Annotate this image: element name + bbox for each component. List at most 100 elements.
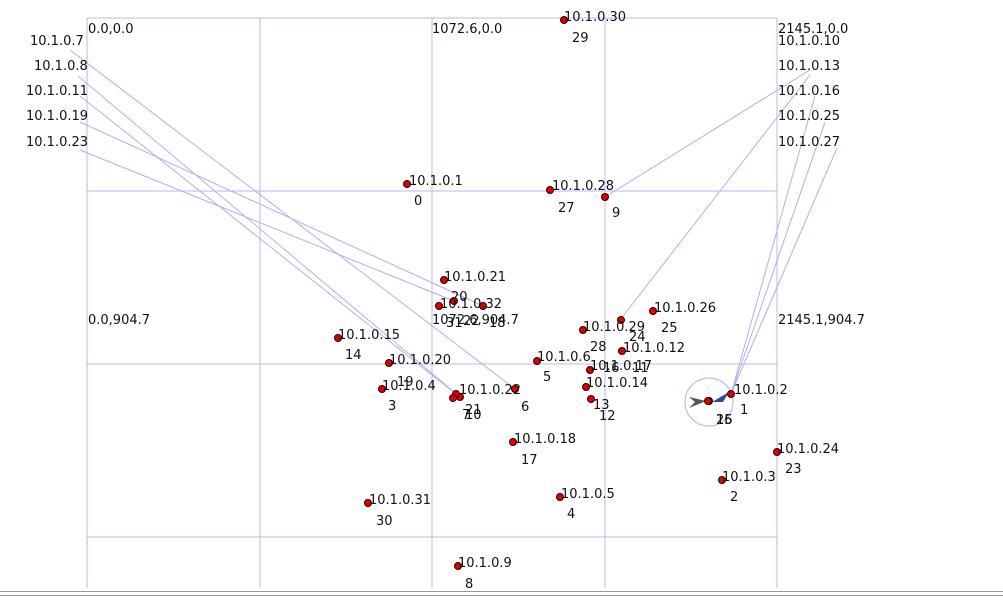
coordinate-label-top-center: 1072.6,0.0	[432, 22, 502, 37]
coordinate-label-top-left: 0.0,0.0	[88, 22, 133, 37]
node-dot[interactable]	[511, 385, 519, 393]
node-31[interactable]: 10.1.0.32 31	[435, 297, 503, 331]
node-dot[interactable]	[403, 180, 411, 188]
node-dot[interactable]	[449, 394, 457, 402]
node-23[interactable]: 10.1.0.24 23	[773, 442, 840, 477]
node-id-label: 25	[661, 321, 678, 336]
node-4[interactable]: 10.1.0.5 4	[556, 487, 615, 522]
node-10[interactable]: 10.1.0.11 10	[26, 84, 482, 423]
node-dot[interactable]	[601, 193, 609, 201]
node-13[interactable]: 10.1.0.14 13	[582, 376, 649, 413]
node-25[interactable]: 10.1.0.26 25	[649, 301, 717, 336]
node-3[interactable]: 10.1.0.4 3	[378, 379, 436, 414]
node-dot[interactable]	[649, 307, 657, 315]
node-ip-label: 10.1.0.29	[583, 320, 645, 335]
node-27[interactable]: 10.1.0.28 27	[546, 179, 615, 216]
node-ip-label: 10.1.0.16	[778, 84, 840, 99]
bottom-border	[0, 591, 1003, 592]
node-11[interactable]: 10.1.0.12 11	[618, 341, 686, 376]
node-id-label: 2	[730, 490, 738, 505]
node-dot[interactable]	[560, 16, 568, 24]
link-line-9-28	[604, 69, 811, 198]
node-dot[interactable]	[617, 316, 625, 324]
coordinate-label-mid-right: 2145.1,904.7	[778, 313, 865, 328]
node-12[interactable]: 10.1.0.13 12	[587, 59, 841, 424]
packet-arrow-accent-icon	[712, 392, 729, 402]
node-ip-label: 10.1.0.2	[734, 383, 788, 398]
node-9[interactable]: 10.1.0.10 9	[601, 34, 841, 221]
node-dot[interactable]	[509, 438, 517, 446]
node-26[interactable]: 10.1.0.27 26	[704, 135, 841, 428]
node-dot[interactable]	[334, 334, 342, 342]
node-dot[interactable]	[556, 493, 564, 501]
node-dot[interactable]	[450, 297, 458, 305]
node-id-label: 9	[612, 206, 620, 221]
node-6[interactable]: 10.1.0.7 6	[30, 34, 529, 415]
node-2[interactable]: 10.1.0.3 2	[718, 470, 776, 505]
node-dot[interactable]	[533, 357, 541, 365]
node-14[interactable]: 10.1.0.15 14	[334, 328, 401, 363]
node-ip-label: 10.1.0.17	[590, 359, 652, 374]
node-18[interactable]: 10.1.0.19 18	[26, 109, 506, 331]
node-dot[interactable]	[479, 302, 487, 310]
node-dot[interactable]	[440, 276, 448, 284]
node-id-label: 23	[785, 462, 802, 477]
grid-layer	[86, 17, 778, 588]
link-line-18-31	[79, 121, 484, 307]
node-id-label: 24	[629, 330, 646, 345]
node-22[interactable]: 10.1.0.23 22	[26, 135, 480, 329]
node-dot[interactable]	[718, 476, 726, 484]
node-ip-label: 10.1.0.25	[778, 109, 840, 124]
node-ip-label: 10.1.0.31	[369, 493, 431, 508]
node-id-label: 21	[465, 403, 482, 418]
node-dot[interactable]	[364, 499, 372, 507]
node-dot[interactable]	[586, 366, 594, 374]
node-ip-label: 10.1.0.10	[778, 34, 840, 49]
node-dot[interactable]	[454, 562, 462, 570]
node-ip-label: 10.1.0.9	[458, 556, 512, 571]
node-id-label: 15	[716, 413, 733, 428]
node-ip-label: 10.1.0.13	[778, 59, 840, 74]
node-id-label: 4	[567, 507, 575, 522]
node-dot[interactable]	[727, 390, 735, 398]
node-dot[interactable]	[435, 302, 443, 310]
node-dot[interactable]	[579, 326, 587, 334]
node-ip-label: 10.1.0.20	[389, 353, 451, 368]
node-21[interactable]: 10.1.0.22 21	[449, 383, 522, 418]
node-dot[interactable]	[618, 347, 626, 355]
node-17[interactable]: 10.1.0.18 17	[509, 432, 577, 468]
node-dot[interactable]	[385, 359, 393, 367]
node-5[interactable]: 10.1.0.6 5	[533, 350, 591, 385]
node-1[interactable]: 10.1.0.2 1	[727, 383, 788, 418]
node-ip-label: 10.1.0.28	[552, 179, 614, 194]
node-id-label: 18	[489, 316, 506, 331]
node-30[interactable]: 10.1.0.31 30	[364, 493, 432, 529]
node-ip-label: 10.1.0.5	[561, 487, 615, 502]
node-dot[interactable]	[587, 395, 595, 403]
node-28[interactable]: 10.1.0.29 28	[579, 320, 646, 355]
link-line-26-1	[730, 147, 838, 395]
node-8[interactable]: 10.1.0.9 8	[454, 556, 512, 592]
node-19[interactable]: 10.1.0.20 19	[385, 353, 452, 390]
node-ip-label: 10.1.0.26	[654, 301, 716, 316]
node-0[interactable]: 10.1.0.1 0	[403, 174, 463, 209]
node-dot[interactable]	[582, 383, 590, 391]
bottom-border-inner	[0, 595, 1003, 596]
node-29[interactable]: 10.1.0.30 29	[560, 10, 627, 46]
node-24[interactable]: 10.1.0.25 24	[617, 109, 841, 345]
coordinate-label-mid-left: 0.0,904.7	[88, 313, 150, 328]
node-7[interactable]: 10.1.0.8 7	[34, 59, 470, 423]
node-ip-label: 10.1.0.22	[459, 383, 521, 398]
node-dot[interactable]	[704, 397, 712, 405]
node-dot[interactable]	[773, 448, 781, 456]
node-ip-label: 10.1.0.21	[444, 270, 506, 285]
links-layer	[69, 49, 838, 398]
node-ip-label: 10.1.0.1	[409, 174, 463, 189]
node-dot[interactable]	[378, 385, 386, 393]
node-dot[interactable]	[546, 186, 554, 194]
node-ip-label: 10.1.0.8	[34, 59, 88, 74]
